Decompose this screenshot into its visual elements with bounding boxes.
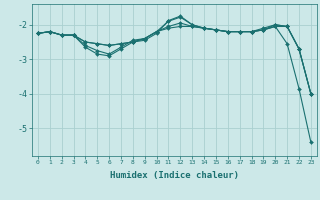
X-axis label: Humidex (Indice chaleur): Humidex (Indice chaleur)	[110, 171, 239, 180]
